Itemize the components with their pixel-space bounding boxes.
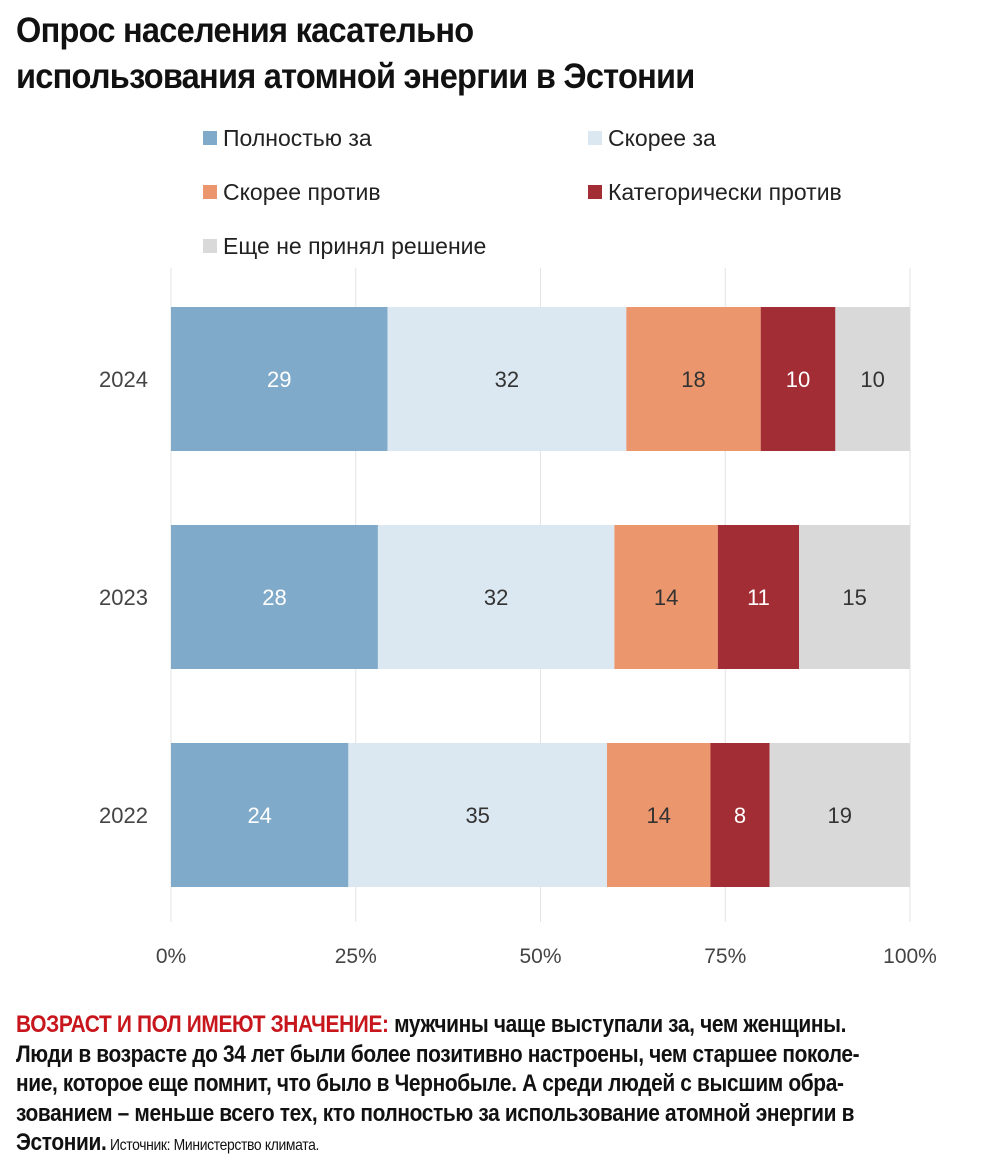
bar-segment <box>607 743 711 887</box>
bar-segment <box>614 525 718 669</box>
y-category-label: 2022 <box>99 803 148 828</box>
y-category-label: 2023 <box>99 585 148 610</box>
bar-segment <box>171 743 349 887</box>
data-label: 15 <box>842 585 866 610</box>
x-tick-label: 0% <box>156 945 186 968</box>
source-note: Источник: Министерство климата. <box>106 1137 320 1154</box>
bar-segment <box>799 525 910 669</box>
legend-label-3: Категорически против <box>608 179 842 205</box>
bar-segment <box>835 307 910 451</box>
bar-segment <box>348 743 608 887</box>
legend-label-0: Полностью за <box>223 125 372 151</box>
chart-title: Опрос населения касательно использования… <box>16 8 695 100</box>
legend-swatch-4 <box>203 239 217 253</box>
stacked-bar-chart: Полностью за Скорее за Скорее против Катего… <box>99 125 937 968</box>
data-label: 19 <box>828 803 852 828</box>
bar-segment <box>171 307 388 451</box>
data-label: 24 <box>247 803 271 828</box>
data-label: 14 <box>646 803 670 828</box>
data-label: 29 <box>267 367 291 392</box>
footer-line-2: Люди в возрасте до 34 лет были более поз… <box>16 1040 860 1068</box>
data-label: 8 <box>734 803 746 828</box>
bar-segment <box>626 307 761 451</box>
bar-segment <box>387 307 627 451</box>
legend-label-2: Скорее против <box>223 179 381 205</box>
legend-label-4: Еще не принял решение <box>223 233 486 259</box>
footer-line-1: мужчины чаще выступали за, чем женщины. <box>388 1011 847 1038</box>
footer-highlight: ВОЗРАСТ И ПОЛ ИМЕЮТ ЗНАЧЕНИЕ: <box>16 1011 389 1038</box>
legend-swatch-3 <box>588 185 602 199</box>
data-label: 14 <box>654 585 678 610</box>
title-line-1: Опрос населения касательно <box>16 11 474 50</box>
bar-segment <box>710 743 770 887</box>
data-label: 10 <box>786 367 810 392</box>
bar-segment <box>717 525 800 669</box>
data-label: 18 <box>681 367 705 392</box>
legend-label-1: Скорее за <box>608 125 716 151</box>
data-label: 32 <box>495 367 519 392</box>
data-label: 35 <box>465 803 489 828</box>
y-category-label: 2024 <box>99 367 148 392</box>
x-tick-label: 25% <box>335 945 377 968</box>
bar-segment <box>769 743 910 887</box>
x-tick-label: 100% <box>883 945 937 968</box>
x-tick-label: 75% <box>704 945 746 968</box>
footer-note: ВОЗРАСТ И ПОЛ ИМЕЮТ ЗНАЧЕНИЕ: мужчины ча… <box>16 1010 938 1161</box>
data-label: 11 <box>747 585 770 610</box>
footer-line-3: ние, которое еще помнит, что было в Черн… <box>16 1070 844 1097</box>
data-label: 10 <box>860 367 884 392</box>
data-label: 28 <box>262 585 286 610</box>
x-tick-label: 50% <box>519 945 561 968</box>
footer-line-4: зованием – меньше всего тех, кто полност… <box>16 1099 855 1127</box>
legend-swatch-0 <box>203 131 217 145</box>
footer-line-5: Эстонии. <box>16 1129 107 1156</box>
legend-swatch-2 <box>203 185 217 199</box>
legend-swatch-1 <box>588 131 602 145</box>
bar-segment <box>760 307 836 451</box>
data-label: 32 <box>484 585 508 610</box>
bar-segment <box>171 525 378 669</box>
title-line-2: использования атомной энергии в Эстонии <box>16 57 695 96</box>
bar-segment <box>377 525 615 669</box>
